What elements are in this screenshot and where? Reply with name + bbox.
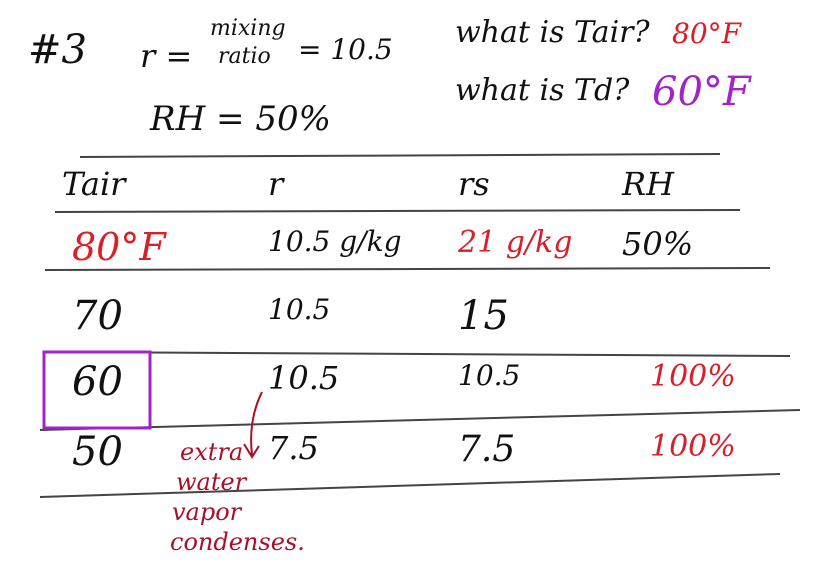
rule: [54, 209, 741, 213]
table-cell: 7.5: [458, 429, 516, 470]
table-cell: 10.5 g/kg: [268, 225, 402, 258]
rule: [44, 267, 771, 271]
rh-given: RH = 50%: [150, 99, 331, 139]
rule: [59, 351, 791, 357]
table-cell: 50%: [622, 225, 694, 263]
table-cell: 10.5: [458, 359, 521, 392]
rule: [39, 473, 781, 498]
table-cell: 21 g/kg: [458, 225, 573, 260]
table-cell: 50: [72, 429, 123, 475]
r-name: ratio: [218, 44, 271, 69]
r-name: mixing: [210, 16, 286, 41]
question: what is Td?: [455, 73, 630, 108]
header-cell: r: [268, 165, 284, 203]
arrow: [243, 391, 263, 459]
table-cell: 100%: [650, 429, 736, 464]
r-value: = 10.5: [298, 33, 393, 66]
header-cell: rs: [458, 165, 490, 203]
answer: 80°F: [672, 17, 742, 50]
annotation: water: [176, 468, 247, 496]
rule: [79, 153, 721, 158]
header-cell: RH: [622, 165, 674, 203]
highlight-box: [42, 350, 152, 430]
r-label: r =: [140, 37, 193, 75]
table-cell: 70: [72, 293, 123, 339]
table-cell: 100%: [650, 359, 736, 394]
table-cell: 7.5: [268, 429, 319, 467]
table-cell: 80°F: [72, 225, 166, 269]
table-cell: 10.5: [268, 293, 331, 326]
answer: 60°F: [652, 69, 751, 115]
problem-number: #3: [28, 27, 87, 73]
header-cell: Tair: [62, 165, 126, 203]
annotation: condenses.: [170, 528, 305, 556]
annotation: vapor: [172, 498, 242, 526]
rule: [39, 409, 801, 431]
question: what is Tair?: [455, 15, 650, 50]
table-cell: 60: [72, 359, 123, 405]
annotation: extra: [180, 438, 244, 466]
table-cell: 15: [458, 293, 509, 339]
table-cell: 10.5: [268, 359, 340, 397]
